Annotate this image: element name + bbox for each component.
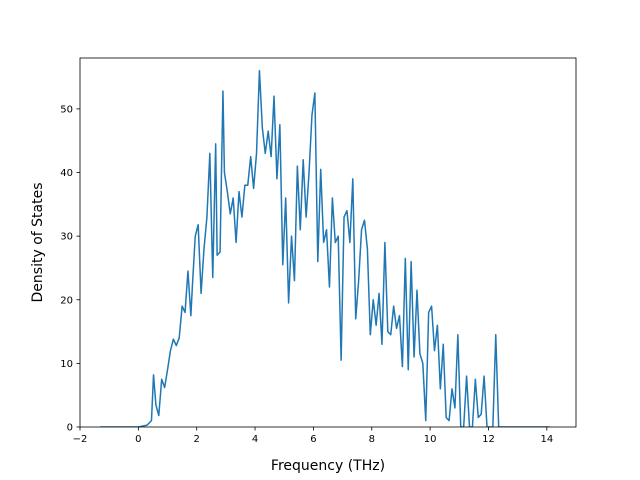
y-tick-label: 10 xyxy=(60,359,73,370)
axes-frame xyxy=(79,57,577,428)
y-axis-label: Density of States xyxy=(30,183,46,303)
plot-area xyxy=(100,69,550,427)
x-tick-label: −2 xyxy=(73,434,88,445)
x-tick-label: 4 xyxy=(252,434,258,445)
y-axis-ticks: 0 10 20 30 40 50 xyxy=(60,104,80,434)
x-tick-label: 8 xyxy=(369,434,375,445)
y-tick-label: 20 xyxy=(60,295,73,306)
y-tick-label: 30 xyxy=(60,232,73,243)
dos-series-line xyxy=(100,69,550,427)
y-tick-label: 40 xyxy=(60,168,73,179)
x-tick-label: 0 xyxy=(135,434,141,445)
x-tick-label: 6 xyxy=(310,434,316,445)
y-tick-label: 50 xyxy=(60,104,73,115)
x-tick-label: 12 xyxy=(482,434,495,445)
x-axis-label: Frequency (THz) xyxy=(271,458,385,474)
x-tick-label: 10 xyxy=(424,434,437,445)
x-tick-label: 2 xyxy=(194,434,200,445)
x-tick-label: 14 xyxy=(540,434,553,445)
x-axis-ticks: −2 0 2 4 6 8 10 12 14 xyxy=(73,427,553,445)
y-tick-label: 0 xyxy=(67,423,73,434)
